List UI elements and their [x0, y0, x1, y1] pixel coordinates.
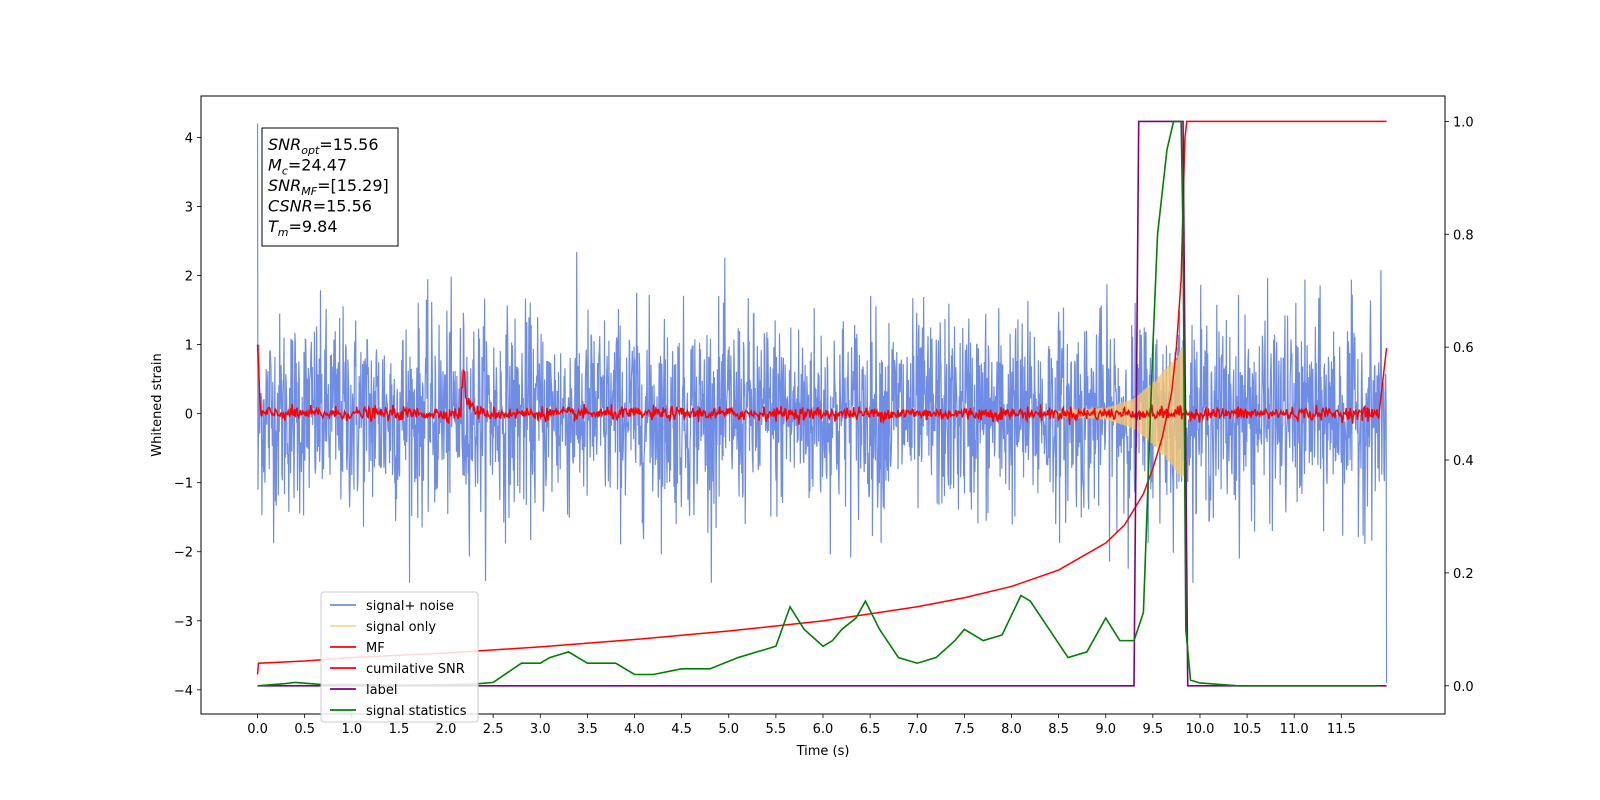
- x-tick-label: 2.5: [483, 722, 504, 737]
- legend-frame: [320, 591, 479, 723]
- x-tick-label: 11.5: [1327, 722, 1356, 737]
- y-tick-label: 1: [185, 339, 193, 354]
- x-tick-label: 9.5: [1143, 722, 1164, 737]
- y-tick-label: −3: [174, 615, 193, 630]
- x-tick-label: 0.5: [294, 722, 315, 737]
- legend-entry: signal only: [366, 620, 436, 635]
- x-tick-label: 7.5: [954, 722, 975, 737]
- x-axis: 0.0 0.5 1.0 1.5 2.0 2.5 3.0 3.5 4.0 4.5 5.0 5.5 6.0 6…: [247, 714, 1356, 737]
- y2-tick-label: 0.8: [1453, 228, 1474, 243]
- annotation-line: SNRopt=15.56: [268, 135, 379, 157]
- y-axis-left: −4 −3 −2 −1 0 1 2 3 4: [174, 131, 201, 699]
- y-axis-right: 0.0 0.2 0.4 0.6 0.8 1.0: [1445, 115, 1474, 695]
- y-tick-label: 3: [185, 200, 193, 215]
- series-label: [257, 120, 1387, 687]
- y2-tick-label: 0.6: [1453, 341, 1474, 356]
- x-tick-label: 5.5: [766, 722, 787, 737]
- legend-entry: signal statistics: [366, 704, 467, 719]
- x-tick-label: 4.0: [624, 722, 645, 737]
- legend-entry: MF: [366, 641, 385, 656]
- y2-tick-label: 0.2: [1453, 567, 1474, 582]
- y-tick-label: −4: [174, 684, 193, 699]
- annotation-line: CSNR=15.56: [268, 197, 372, 216]
- x-tick-label: 1.0: [341, 722, 362, 737]
- x-tick-label: 3.5: [577, 722, 598, 737]
- x-tick-label: 7.0: [907, 722, 928, 737]
- y-tick-label: 4: [185, 131, 193, 146]
- y2-tick-label: 0.4: [1453, 454, 1474, 469]
- y2-tick-label: 1.0: [1453, 115, 1474, 130]
- series-signal-noise: [256, 123, 1388, 683]
- series-mf: [256, 344, 1388, 425]
- x-tick-label: 5.0: [718, 722, 739, 737]
- x-tick-label: 10.5: [1233, 722, 1262, 737]
- x-axis-label: Time (s): [796, 744, 850, 759]
- y2-tick-label: 0.0: [1453, 680, 1474, 695]
- annotation-line: SNRMF=[15.29]: [268, 176, 389, 198]
- y-tick-label: 0: [185, 408, 193, 423]
- x-tick-label: 2.0: [436, 722, 457, 737]
- y-tick-label: −2: [174, 546, 193, 561]
- annotation-frame: [261, 127, 399, 247]
- x-tick-label: 6.5: [860, 722, 881, 737]
- y-tick-label: 2: [185, 270, 193, 285]
- x-tick-label: 8.0: [1001, 722, 1022, 737]
- x-tick-label: 9.0: [1095, 722, 1116, 737]
- legend-entry: signal+ noise: [366, 599, 454, 614]
- x-tick-label: 6.0: [813, 722, 834, 737]
- x-tick-label: 8.5: [1048, 722, 1069, 737]
- x-tick-label: 10.0: [1185, 722, 1214, 737]
- annotation-line: Mc=24.47: [268, 156, 347, 178]
- legend: signal+ noise signal only MF cumilative SNR…: [320, 591, 479, 723]
- legend-entry: label: [366, 683, 397, 698]
- y-tick-label: −1: [174, 477, 193, 492]
- x-tick-label: 0.0: [247, 722, 268, 737]
- annotation-box: SNRopt=15.56Mc=24.47SNRMF=[15.29]CSNR=15…: [261, 127, 399, 247]
- x-tick-label: 4.5: [671, 722, 692, 737]
- x-tick-label: 1.5: [389, 722, 410, 737]
- y-axis-label: Whitened strain: [150, 353, 165, 456]
- annotation-line: Tm=9.84: [268, 217, 338, 239]
- series-signal-statistics: [257, 120, 1380, 687]
- x-tick-label: 11.0: [1280, 722, 1309, 737]
- x-tick-label: 3.0: [530, 722, 551, 737]
- legend-entry: cumilative SNR: [366, 662, 465, 677]
